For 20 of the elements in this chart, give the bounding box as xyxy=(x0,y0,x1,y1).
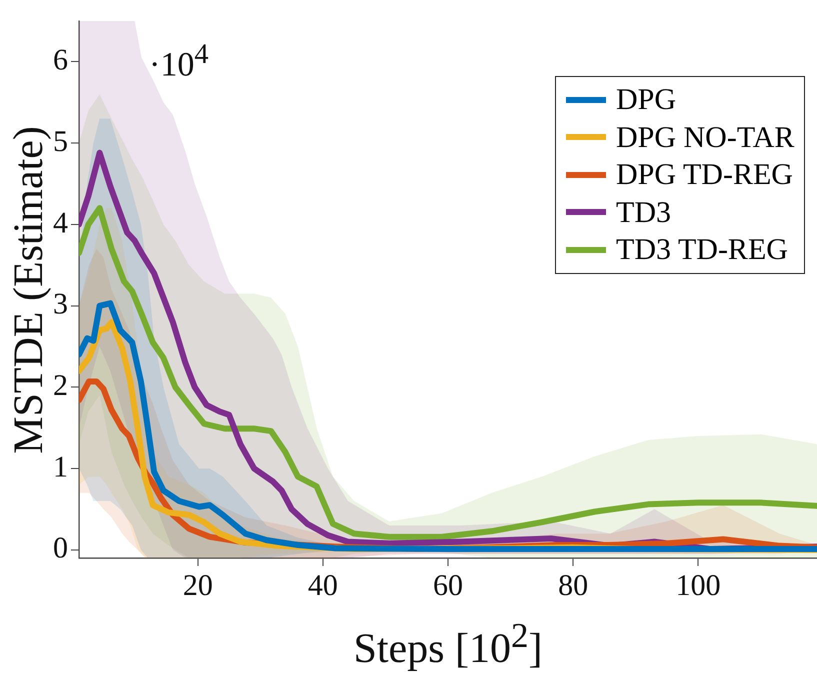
legend-label: DPG TD-REG xyxy=(616,157,793,193)
x-tick-label: 60 xyxy=(433,568,463,602)
legend-label: TD3 TD-REG xyxy=(616,232,788,268)
legend-label: DPG NO-TAR xyxy=(616,120,794,156)
y-tick-label: 4 xyxy=(53,206,68,240)
y-tick-label: 0 xyxy=(53,532,68,565)
y-tick-label: 6 xyxy=(53,44,68,77)
x-tick-label: 20 xyxy=(182,568,213,602)
y-tick-label: 3 xyxy=(53,288,68,321)
legend-label: DPG xyxy=(616,82,676,118)
x-tick-label: 100 xyxy=(676,568,721,602)
y-axis-title: MSTDE (Estimate) xyxy=(6,126,52,454)
y-tick-label: 5 xyxy=(53,124,68,158)
x-axis-title: Steps [10$^{2}$] xyxy=(354,616,542,672)
x-tick-label: 80 xyxy=(558,568,588,602)
y-tick-label: 2 xyxy=(53,369,68,402)
legend-label: TD3 xyxy=(616,194,671,230)
y-tick-label: 1 xyxy=(53,450,68,484)
x-tick-label: 40 xyxy=(308,568,338,602)
annotation: ·10$^{4}$ xyxy=(149,39,208,84)
